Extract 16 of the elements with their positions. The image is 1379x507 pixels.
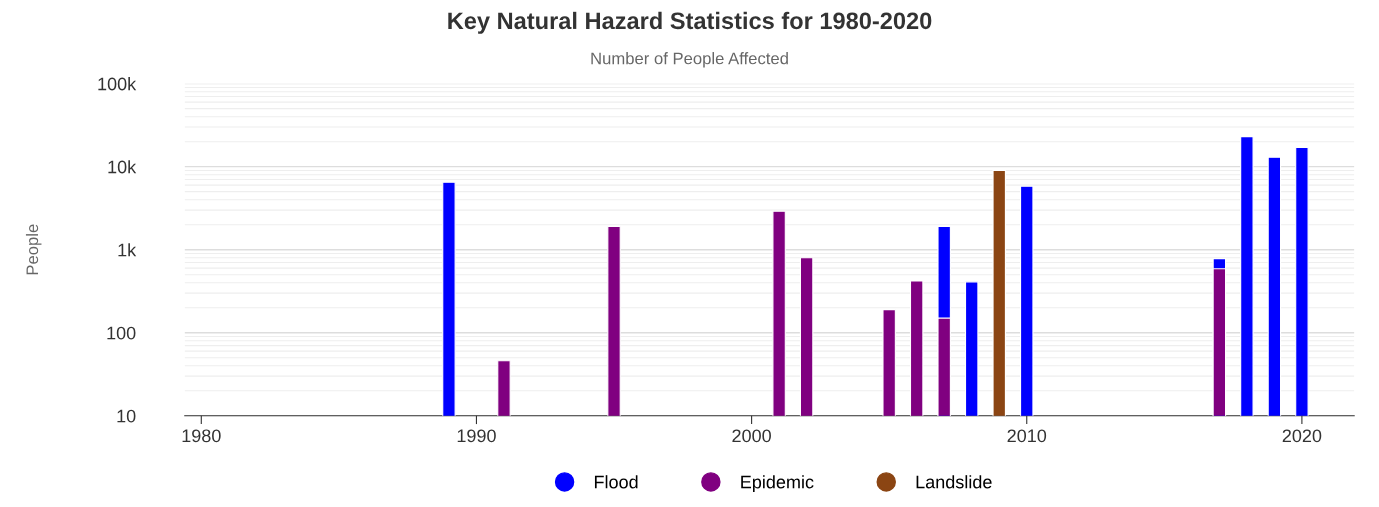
legend-label: Landslide [916, 475, 992, 489]
chart-subtitle: Number of People Affected [591, 52, 788, 68]
y-tick-label: 10k [108, 160, 137, 174]
y-tick-label: 1k [118, 243, 137, 257]
x-tick-label: 2020 [1282, 429, 1322, 443]
chart-title: Key Natural Hazard Statistics for 1980-2020 [448, 11, 932, 34]
legend-label: Flood [594, 475, 638, 489]
x-tick-label: 2010 [1007, 429, 1047, 443]
y-tick-label: 100 [107, 326, 136, 340]
x-tick-label: 2000 [732, 429, 771, 443]
y-tick-label: 100k [98, 77, 137, 91]
x-tick-label: 1980 [182, 429, 221, 443]
x-tick-label: 1990 [457, 429, 496, 443]
y-tick-label: 10 [117, 409, 136, 423]
y-axis-title: People [25, 224, 42, 275]
legend-label: Epidemic [741, 475, 814, 492]
